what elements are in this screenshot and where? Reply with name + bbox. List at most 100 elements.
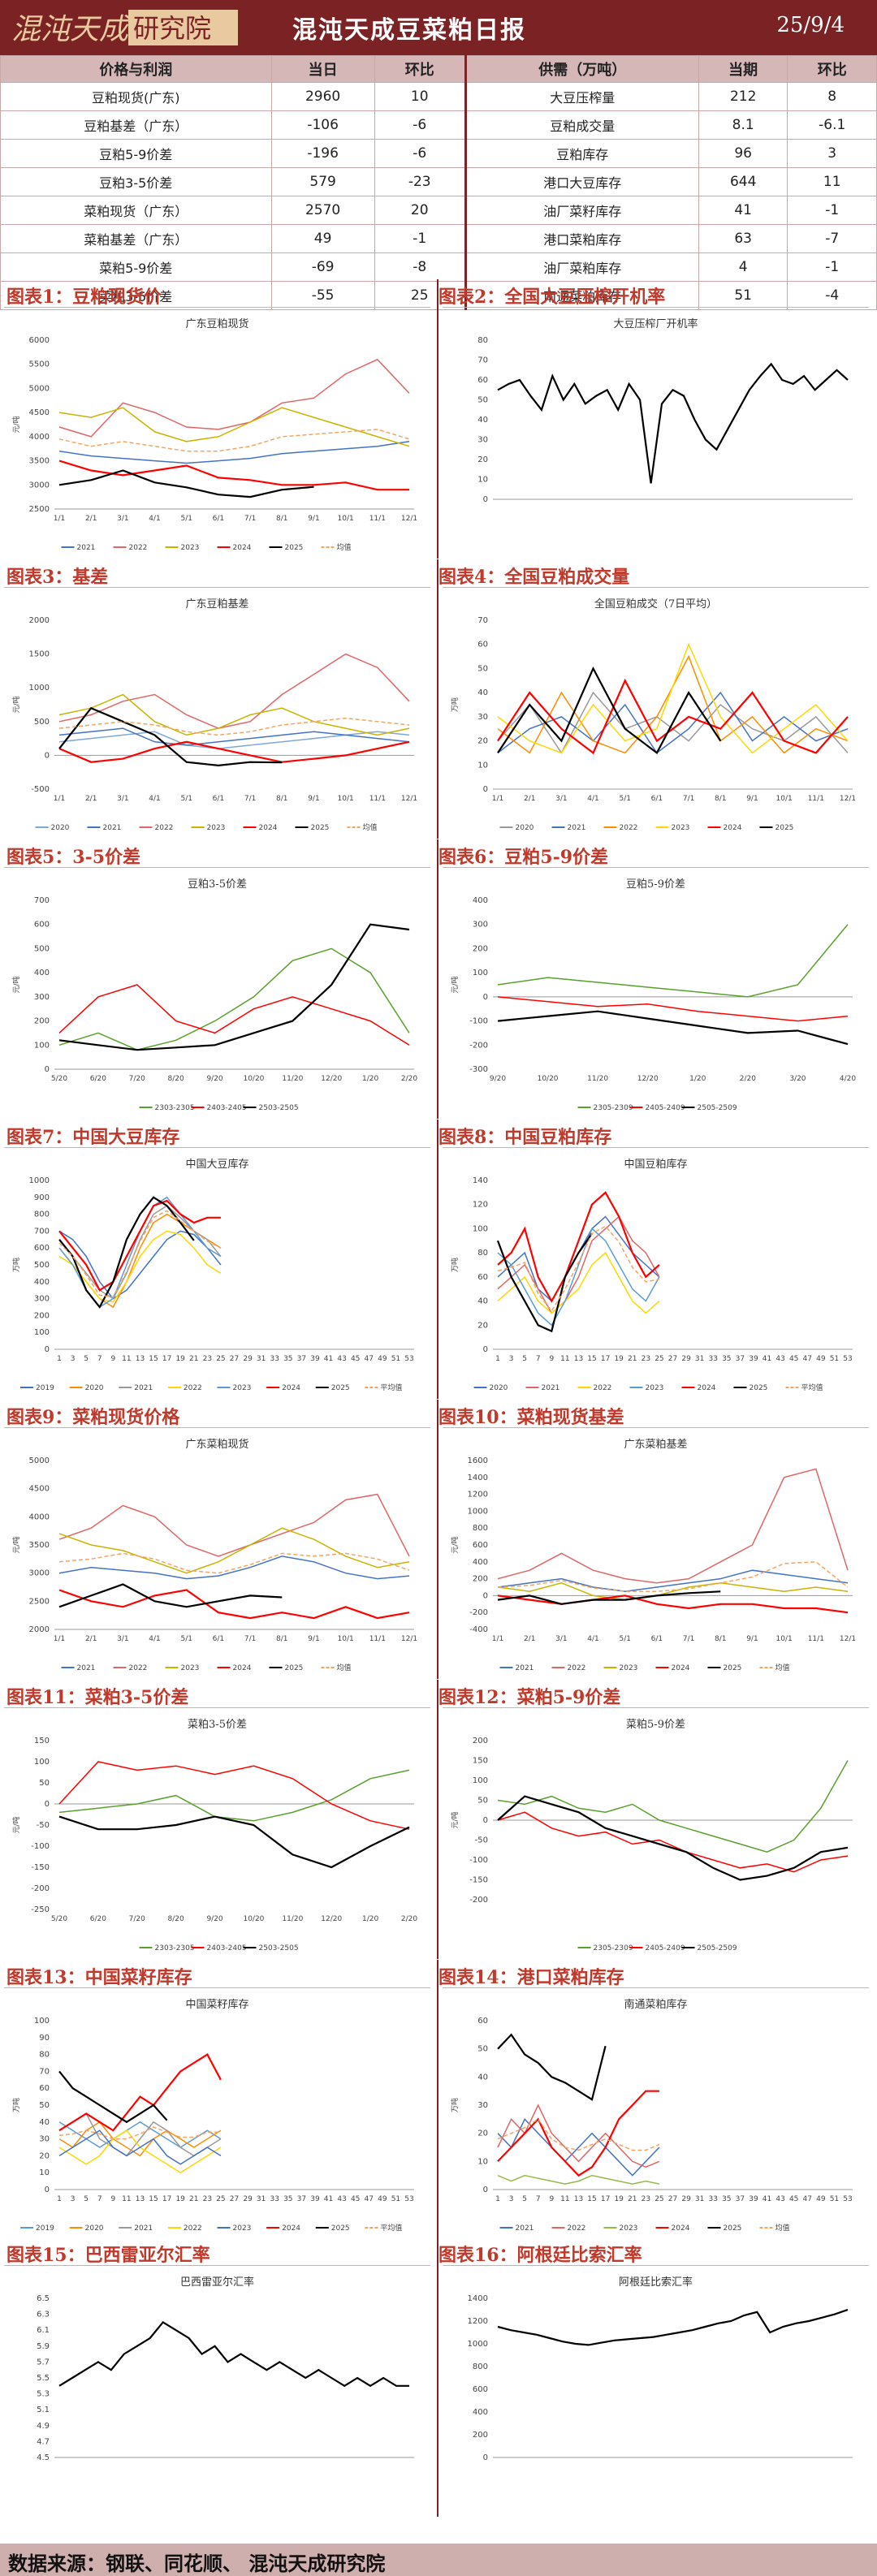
series-line [58, 2129, 222, 2165]
x-tick-label: 25 [655, 2195, 663, 2203]
series-line [58, 1761, 410, 1830]
column-divider [437, 2237, 438, 2517]
legend-entry: 2020 [51, 824, 70, 832]
chart: 豆粕3-5价差 0 100 200 300 400 500 600 700 元/吨 5/20 6/20… [11, 878, 417, 1112]
y-tick-label: 20 [477, 455, 488, 464]
legend-entry: 2025 [750, 1384, 768, 1392]
x-tick-label: 1 [495, 2195, 500, 2203]
x-tick-label: 2/1 [85, 795, 97, 803]
y-tick-label: 4000 [29, 1512, 50, 1521]
y-tick-label: -100 [469, 1017, 488, 1026]
y-tick-label: 300 [34, 993, 50, 1002]
column-divider [437, 1960, 438, 2239]
x-tick-label: 4/1 [149, 515, 160, 523]
y-tick-label: 4.5 [37, 2453, 50, 2462]
y-tick-label: -200 [469, 1896, 488, 1905]
legend-entry: 2024 [698, 1384, 716, 1392]
summary-table: 价格与利润 当日 环比 供需（万吨） 当期 环比 豆粕现货(广东) 2960 10 大… [0, 55, 877, 310]
x-tick-label: 31 [257, 2195, 266, 2203]
x-tick-label: 12/20 [321, 1075, 342, 1083]
table-cell: -1 [374, 224, 466, 253]
x-tick-label: 9/20 [206, 1915, 222, 1923]
chart-title: 大豆压榨厂开机率 [613, 317, 698, 330]
table-cell: -6 [374, 110, 466, 140]
legend-entry: 均值 [775, 1663, 790, 1672]
x-tick-label: 31 [695, 1355, 704, 1363]
chart-title: 中国豆粕库存 [624, 1158, 687, 1171]
legend-entry: 2305-2309 [594, 1104, 633, 1112]
y-tick-label: 1500 [29, 650, 50, 659]
x-tick-label: 15 [587, 1355, 596, 1363]
x-tick-label: 11/20 [282, 1915, 303, 1923]
x-tick-label: 5 [84, 1355, 89, 1363]
section-title: 图表5：3-5价差 [6, 847, 141, 868]
x-tick-label: 41 [324, 2195, 333, 2203]
x-tick-label: 5 [522, 1355, 527, 1363]
series-line [58, 469, 314, 498]
x-tick-label: 19 [175, 2195, 185, 2203]
col-header: 环比 [787, 55, 877, 83]
table-cell: -6 [374, 139, 466, 168]
y-tick-label: 800 [473, 1524, 488, 1533]
chart-panel: 大豆压榨厂开机率 0 10 20 30 40 50 60 70 80 [443, 307, 869, 559]
y-tick-label: 90 [39, 2034, 50, 2043]
table-cell: 菜粕3-5价差 [0, 281, 272, 310]
legend-entry: 2021 [134, 2224, 153, 2233]
y-tick-label: 0 [45, 2186, 50, 2194]
x-tick-label: 21 [628, 1355, 637, 1363]
y-tick-label: 200 [473, 2431, 488, 2440]
series-line [497, 2174, 660, 2185]
x-tick-label: 5/20 [51, 1075, 67, 1083]
legend-entry: 2023 [620, 1664, 638, 1672]
x-tick-label: 3/1 [555, 1635, 567, 1643]
x-tick-label: 13 [136, 2195, 145, 2203]
x-tick-label: 1/20 [362, 1915, 378, 1923]
y-tick-label: 1000 [29, 1176, 50, 1185]
y-tick-label: -100 [469, 1856, 488, 1865]
x-tick-label: 3 [71, 1355, 76, 1363]
report-header: 混沌天成 研究院 混沌天成豆菜粕日报 25/9/4 [0, 0, 877, 55]
y-tick-label: 5.5 [37, 2374, 50, 2383]
y-tick-label: 40 [39, 2118, 50, 2127]
table-header-row: 价格与利润 当日 环比 供需（万吨） 当期 环比 [0, 55, 877, 83]
y-tick-label: 0 [483, 993, 488, 1002]
series-line [58, 460, 409, 491]
x-tick-label: 45 [351, 2195, 360, 2203]
x-tick-label: 39 [310, 2195, 320, 2203]
x-tick-label: 1 [495, 1355, 500, 1363]
x-tick-label: 9/1 [746, 795, 758, 803]
chart-title: 巴西雷亚尔汇率 [180, 2276, 254, 2289]
x-tick-label: 3/1 [117, 515, 128, 523]
x-tick-label: 3/1 [555, 795, 567, 803]
y-tick-label: -500 [31, 785, 50, 794]
section-title: 图表2：全国大豆压榨开机率 [438, 287, 666, 308]
y-tick-label: 10 [477, 2157, 488, 2166]
y-tick-label: 300 [473, 921, 488, 930]
x-tick-label: 51 [830, 2195, 839, 2203]
chart-panel: 菜粕3-5价差 -250 -200 -150 -100 -50 0 50 100 150 元/吨 5/… [4, 1707, 430, 1960]
legend-entry: 平均值 [801, 1383, 823, 1392]
y-tick-label: 3000 [29, 1569, 50, 1578]
legend-entry: 2405-2409 [646, 1104, 685, 1112]
table-cell: -6.1 [787, 110, 877, 140]
x-tick-label: 33 [709, 1355, 718, 1363]
chart-panel: 南通菜粕库存 0 10 20 30 40 50 60 万吨 1 3 5 7 9 11 13 15 17 19 21 23… [443, 1987, 869, 2240]
table-cell: -106 [270, 110, 375, 140]
x-tick-label: 7 [97, 1355, 102, 1363]
y-tick-label: 0 [45, 1065, 50, 1074]
table-cell: 豆粕库存 [464, 139, 699, 168]
x-tick-label: 7/1 [683, 795, 694, 803]
x-tick-label: 35 [283, 1355, 292, 1363]
chart: 广东豆粕基差 -500 0 500 1000 1500 2000 元/吨 1/1 2/1 3/1 4/… [11, 598, 417, 832]
chart: 豆粕5-9价差 -300 -200 -100 0 100 200 300 400 元/吨 9/20 1… [450, 878, 856, 1112]
legend-entry: 2022 [568, 2224, 586, 2233]
x-tick-label: 7/20 [129, 1075, 145, 1083]
legend-entry: 2023 [233, 2224, 252, 2233]
table-cell: 10 [374, 82, 466, 111]
x-tick-label: 41 [763, 2195, 771, 2203]
legend-entry: 2503-2505 [259, 1104, 299, 1112]
x-tick-label: 6/1 [213, 795, 224, 803]
x-tick-label: 5 [84, 2195, 89, 2203]
y-axis-label: 万吨 [11, 1258, 21, 1272]
